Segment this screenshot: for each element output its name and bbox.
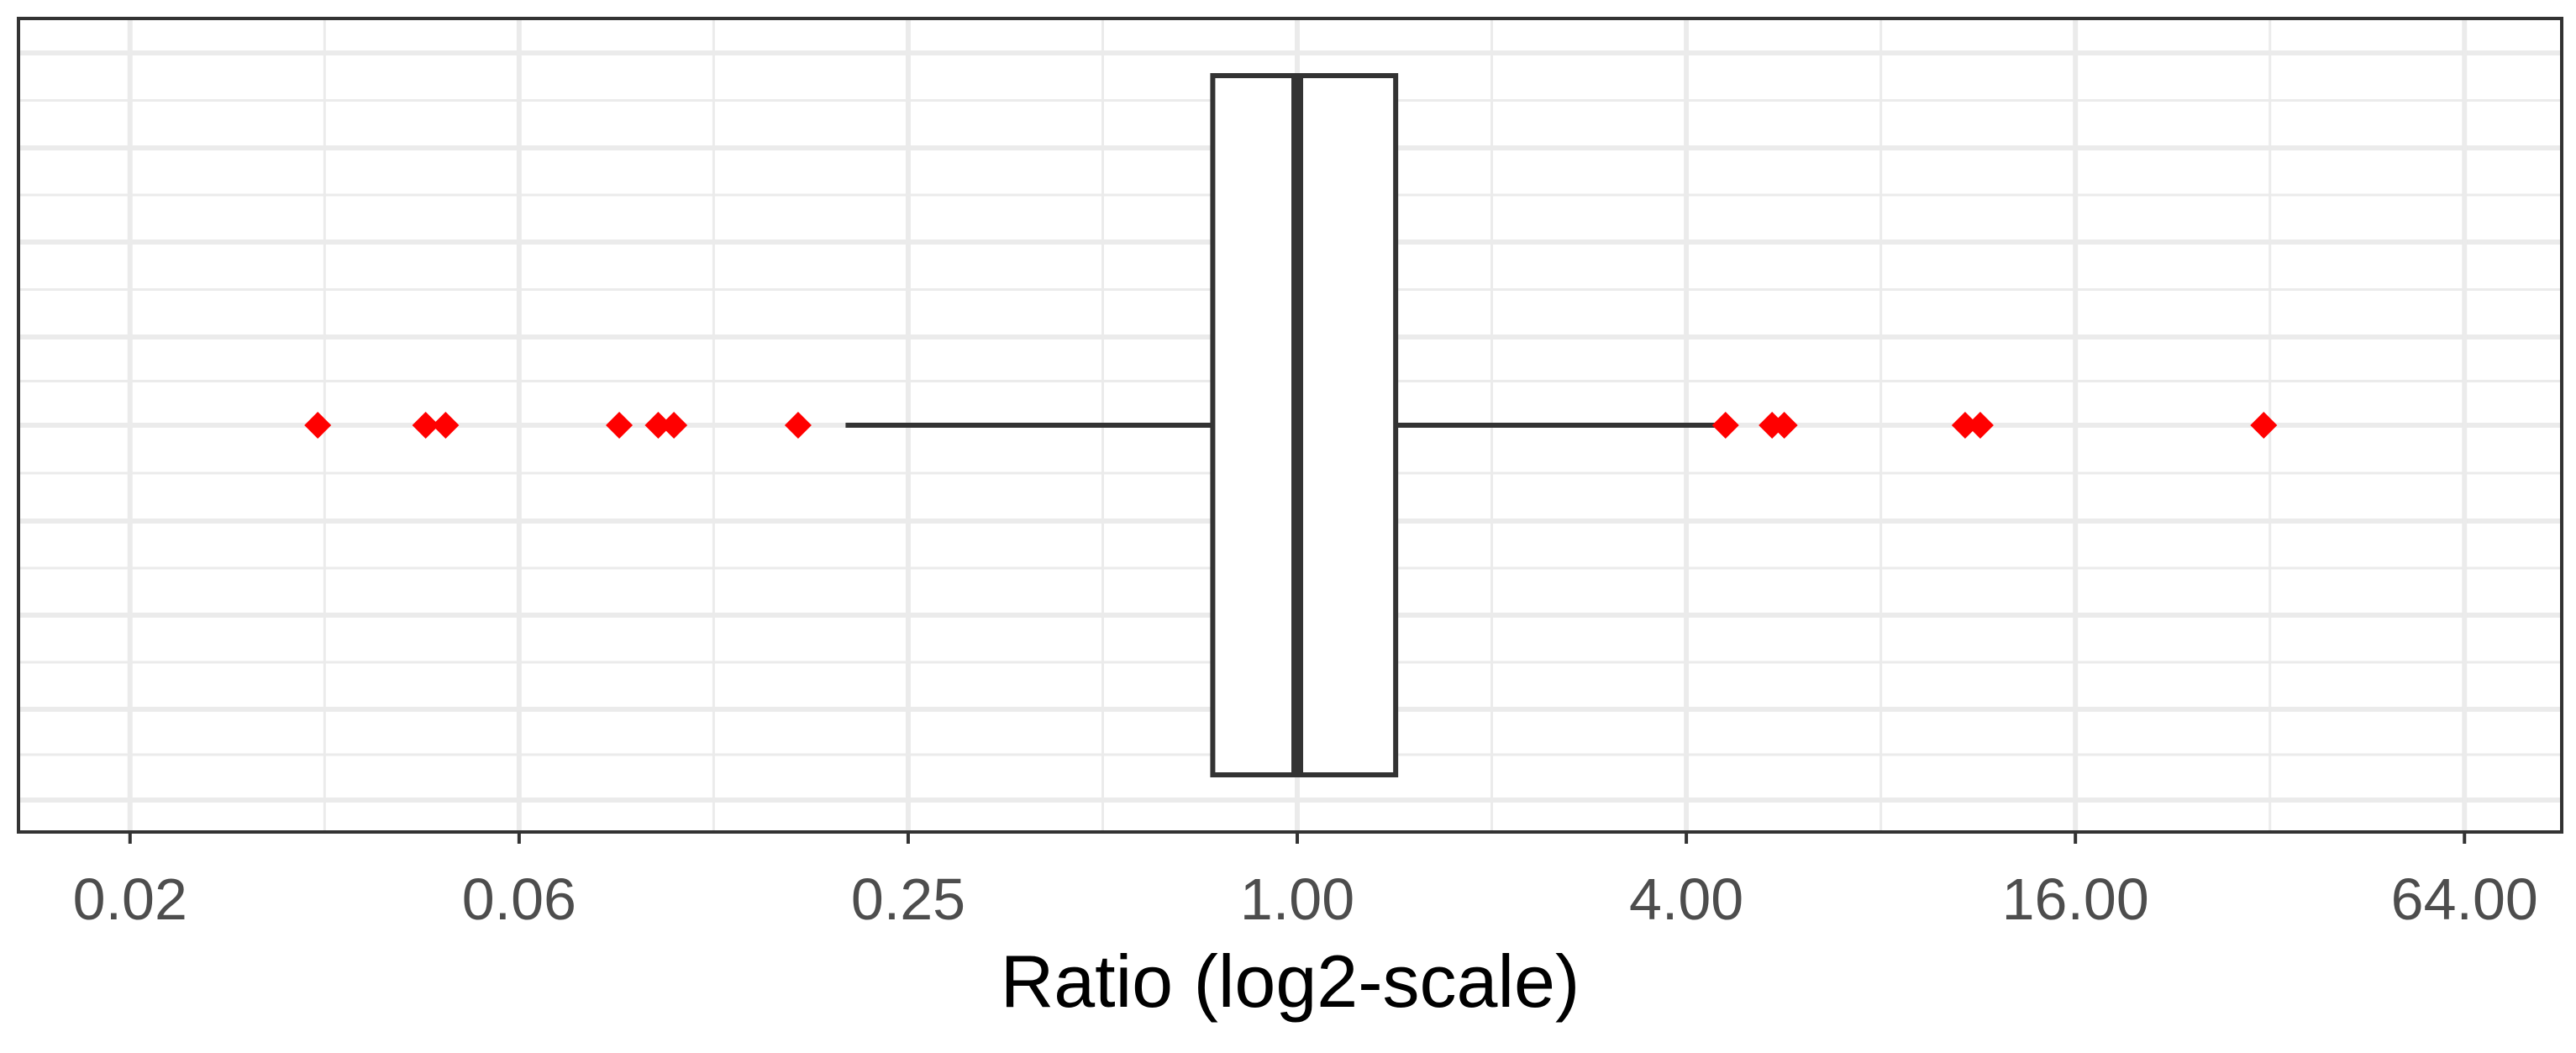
outlier-point (432, 412, 460, 439)
x-axis-title: Ratio (log2-scale) (1001, 940, 1580, 1023)
outlier-point (412, 412, 439, 439)
outlier-point (644, 412, 672, 439)
outlier-point (1966, 412, 1994, 439)
x-tick-label: 1.00 (1240, 866, 1354, 932)
outlier-point (304, 412, 332, 439)
boxplot (845, 73, 1726, 777)
outlier-point (784, 412, 812, 439)
x-tick-label: 4.00 (1629, 866, 1743, 932)
outlier-point (660, 412, 688, 439)
x-tick-label: 16.00 (2002, 866, 2149, 932)
x-axis: 0.02 0.06 0.25 1.00 4.00 16.00 64.00 (73, 832, 2538, 932)
outlier-point (1711, 412, 1739, 439)
x-tick-label: 64.00 (2391, 866, 2538, 932)
x-tick-label: 0.25 (851, 866, 965, 932)
outlier-point (1951, 412, 1979, 439)
outlier-point (1770, 412, 1798, 439)
x-tick-label: 0.02 (73, 866, 187, 932)
outliers (304, 412, 2278, 439)
x-tick-label: 0.06 (462, 866, 576, 932)
outlier-point (2250, 412, 2278, 439)
box-iqr (1210, 73, 1399, 777)
panel-border (17, 17, 2563, 834)
outlier-point (606, 412, 633, 439)
